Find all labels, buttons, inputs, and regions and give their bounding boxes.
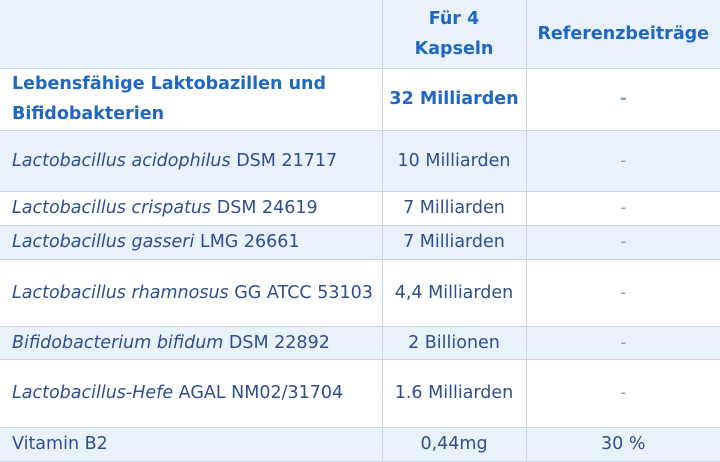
species-name: Lactobacillus gasseri [12, 232, 195, 252]
strain-code: DSM 24619 [211, 198, 318, 218]
group-reference-cell: - [526, 68, 720, 131]
strain-code: LMG 26661 [194, 232, 300, 252]
reference-cell: - [526, 359, 720, 428]
strain-code: DSM 21717 [230, 150, 338, 171]
reference-cell: - [526, 326, 720, 360]
strain-code: AGAL NM02/31704 [173, 383, 344, 403]
strain-cell: Lactobacillus-Hefe AGAL NM02/31704 [0, 359, 383, 428]
reference-cell: - [526, 130, 720, 192]
reference-cell: - [526, 191, 720, 226]
table-row: Lactobacillus-Hefe AGAL NM02/31704 1.6 M… [0, 359, 720, 428]
species-name: Lactobacillus acidophilus [12, 150, 231, 171]
table-row: Lactobacillus acidophilus DSM 21717 10 M… [0, 130, 720, 192]
strain-cell: Lactobacillus gasseri LMG 26661 [0, 225, 383, 260]
amount-cell: 1.6 Milliarden [382, 359, 527, 428]
header-name-cell [0, 0, 383, 69]
vitamin-reference-cell: 30 % [526, 427, 720, 462]
table-row: Lactobacillus crispatus DSM 24619 7 Mill… [0, 191, 720, 226]
header-reference-cell: Referenzbeiträge [526, 0, 720, 69]
vitamin-label-cell: Vitamin B2 [0, 427, 383, 462]
table-row-vitamin-b2: Vitamin B2 0,44mg 30 % [0, 427, 720, 462]
header-amount-cell: Für 4 Kapseln [382, 0, 527, 69]
species-name: Bifidobacterium bifidum [12, 332, 224, 353]
strain-cell: Bifidobacterium bifidum DSM 22892 [0, 326, 383, 360]
group-amount-cell: 32 Milliarden [382, 68, 527, 131]
table-row: Lactobacillus gasseri LMG 26661 7 Millia… [0, 225, 720, 260]
species-name: Lactobacillus-Hefe [12, 383, 174, 403]
table-row: Lactobacillus rhamnosus GG ATCC 53103 4,… [0, 259, 720, 327]
amount-cell: 10 Milliarden [382, 130, 527, 192]
strain-cell: Lactobacillus rhamnosus GG ATCC 53103 [0, 259, 383, 327]
table-header-row: Für 4 Kapseln Referenzbeiträge [0, 0, 720, 69]
amount-cell: 4,4 Milliarden [382, 259, 527, 327]
amount-cell: 7 Milliarden [382, 191, 527, 226]
species-name: Lactobacillus rhamnosus [12, 282, 229, 303]
reference-cell: - [526, 225, 720, 260]
vitamin-amount-cell: 0,44mg [382, 427, 527, 462]
reference-cell: - [526, 259, 720, 327]
amount-cell: 7 Milliarden [382, 225, 527, 260]
strain-code: GG ATCC 53103 [228, 282, 373, 303]
species-name: Lactobacillus crispatus [12, 198, 212, 218]
group-label-cell: Lebensfähige Laktobazillen und Bifidobak… [0, 68, 383, 131]
table-row-probiotics-total: Lebensfähige Laktobazillen und Bifidobak… [0, 68, 720, 131]
strain-code: DSM 22892 [223, 332, 330, 353]
strain-cell: Lactobacillus crispatus DSM 24619 [0, 191, 383, 226]
strain-cell: Lactobacillus acidophilus DSM 21717 [0, 130, 383, 192]
amount-cell: 2 Billionen [382, 326, 527, 360]
table-row: Bifidobacterium bifidum DSM 22892 2 Bill… [0, 326, 720, 360]
